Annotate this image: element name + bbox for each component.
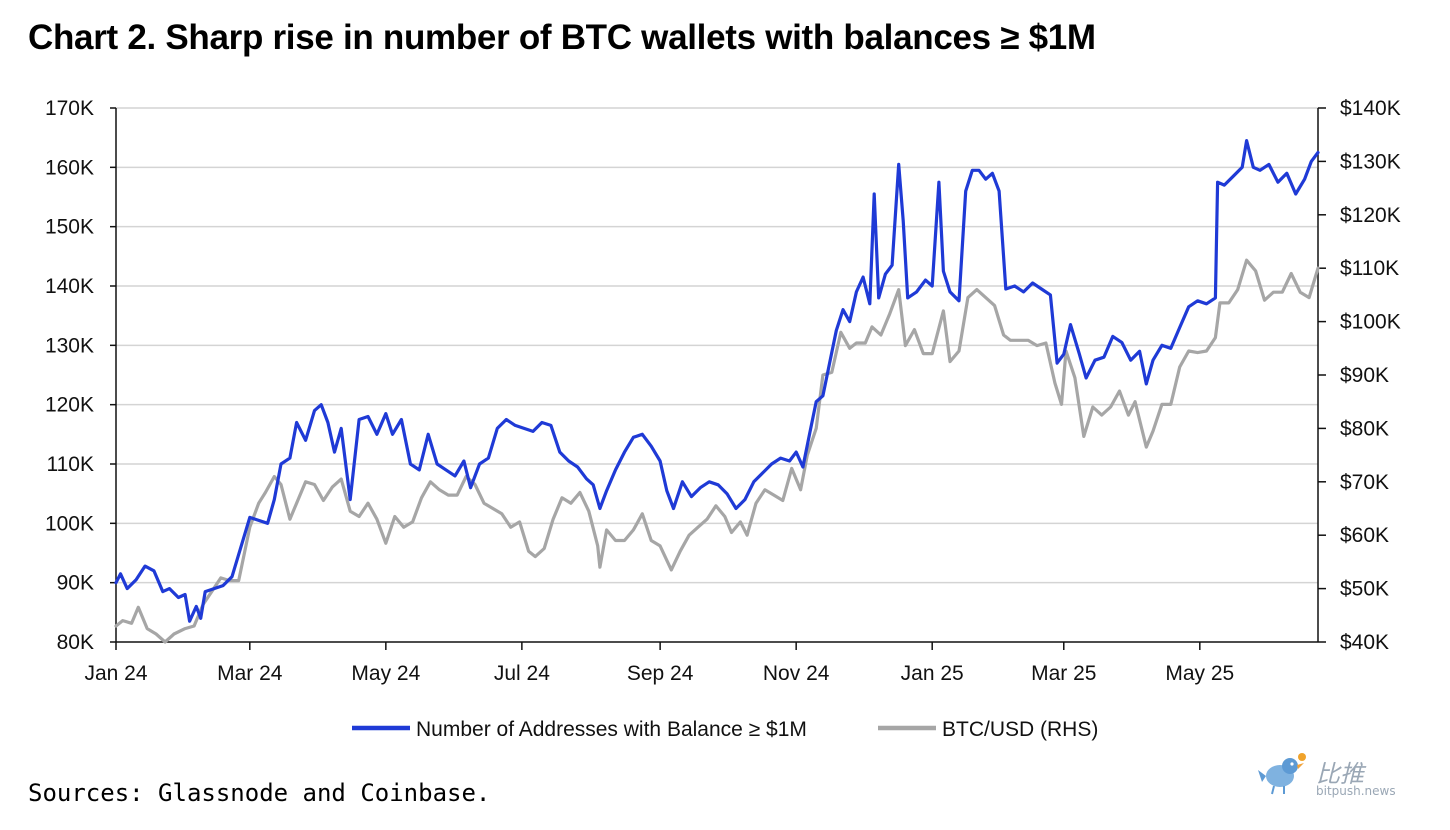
x-tick-label: Mar 25 [1031,662,1096,685]
x-tick-label: May 24 [351,662,420,685]
x-tick-label: Jan 24 [84,662,147,685]
right-tick-label: $50K [1340,578,1389,601]
left-tick-label: 100K [45,512,94,535]
x-tick-label: Mar 24 [217,662,283,685]
left-tick-label: 170K [45,97,94,120]
left-tick-label: 80K [57,631,94,654]
watermark: 比推 bitpush.news [1258,752,1418,802]
right-tick-label: $90K [1340,364,1389,387]
left-tick-label: 90K [57,572,94,595]
series-layer [114,139,1320,644]
left-tick-label: 140K [45,275,94,298]
x-tick-label: Jan 25 [901,662,964,685]
legend-item-addresses-label: Number of Addresses with Balance ≥ $1M [416,718,807,741]
x-tick-label: May 25 [1165,662,1234,685]
right-tick-label: $70K [1340,471,1389,494]
left-tick-label: 160K [45,156,94,179]
left-tick-label: 110K [47,453,95,476]
legend-item-btc-usd-label: BTC/USD (RHS) [942,718,1098,741]
right-tick-label: $100K [1340,311,1401,334]
axes-layer: 80K 90K 100K 110K 120K 130K 140K 150K 160K 170K $4… [45,97,1401,685]
bird-logo-icon [1258,753,1306,795]
series-line-addresses [114,139,1320,623]
right-tick-label: $140K [1340,97,1401,120]
left-tick-label: 120K [45,394,94,417]
x-tick-label: Sep 24 [627,662,694,685]
grid-layer [116,107,1318,584]
watermark-en: bitpush.news [1316,784,1396,798]
right-tick-label: $110K [1340,257,1399,280]
chart-title: Chart 2. Sharp rise in number of BTC wal… [28,18,1096,57]
right-tick-label: $120K [1340,204,1401,227]
right-tick-label: $80K [1340,417,1389,440]
watermark-cn: 比推 [1316,760,1364,788]
source-note: Sources: Glassnode and Coinbase. [28,779,491,807]
right-tick-label: $60K [1340,524,1389,547]
right-tick-label: $130K [1340,150,1401,173]
left-tick-label: 130K [45,334,94,357]
series-line-btc-usd [114,258,1320,644]
x-tick-label: Jul 24 [494,662,550,685]
right-tick-label: $40K [1340,631,1389,654]
legend: Number of Addresses with Balance ≥ $1M BT… [352,718,1098,741]
left-tick-label: 150K [45,216,94,239]
x-tick-label: Nov 24 [763,662,830,685]
